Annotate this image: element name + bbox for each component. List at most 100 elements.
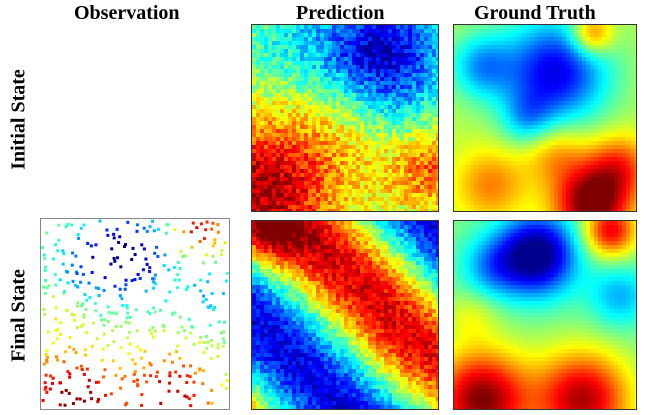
observation-point xyxy=(225,271,229,275)
heatmap-cell xyxy=(276,229,281,234)
heatmap-cell xyxy=(436,193,438,198)
heatmap-cell xyxy=(550,193,555,198)
heatmap-cell xyxy=(296,169,301,174)
heatmap-cell xyxy=(364,137,369,142)
heatmap-cell xyxy=(404,169,409,174)
heatmap-cell xyxy=(626,89,631,94)
heatmap-cell xyxy=(466,57,471,62)
heatmap-cell xyxy=(630,49,635,54)
heatmap-cell xyxy=(304,81,309,86)
heatmap-cell xyxy=(546,165,551,170)
heatmap-cell xyxy=(428,89,433,94)
heatmap-cell xyxy=(466,137,471,142)
heatmap-cell xyxy=(384,189,389,194)
heatmap-cell xyxy=(570,109,575,114)
heatmap-cell xyxy=(622,185,627,190)
heatmap-cell xyxy=(566,65,571,70)
heatmap-cell xyxy=(598,209,603,211)
observation-point xyxy=(111,359,115,363)
heatmap-cell xyxy=(336,181,341,186)
heatmap-cell xyxy=(494,33,499,38)
heatmap-cell xyxy=(522,181,527,186)
observation-point xyxy=(45,231,49,235)
heatmap-cell xyxy=(260,229,265,234)
observation-point xyxy=(181,255,185,259)
heatmap-cell xyxy=(474,209,479,211)
heatmap-cell xyxy=(466,141,471,146)
heatmap-cell xyxy=(408,165,413,170)
heatmap-cell xyxy=(454,121,459,126)
heatmap-cell xyxy=(400,181,405,186)
heatmap-cell xyxy=(360,173,365,178)
heatmap-cell xyxy=(630,149,635,154)
heatmap-cell xyxy=(510,121,515,126)
heatmap-cell xyxy=(424,165,429,170)
observation-point xyxy=(189,230,193,234)
heatmap-cell xyxy=(522,209,527,211)
heatmap-cell xyxy=(458,45,463,50)
observation-point xyxy=(99,318,103,322)
heatmap-cell xyxy=(478,57,483,62)
heatmap-cell xyxy=(614,149,619,154)
heatmap-cell xyxy=(522,109,527,114)
heatmap-cell xyxy=(260,97,265,102)
heatmap-cell xyxy=(432,173,437,178)
observation-point xyxy=(41,399,45,403)
heatmap-cell xyxy=(510,169,515,174)
heatmap-cell xyxy=(388,165,393,170)
heatmap-cell xyxy=(546,133,551,138)
heatmap-cell xyxy=(482,165,487,170)
heatmap-cell xyxy=(396,185,401,190)
heatmap-cell xyxy=(260,117,265,122)
heatmap-cell xyxy=(494,173,499,178)
heatmap-cell xyxy=(352,85,357,90)
heatmap-cell xyxy=(498,25,503,30)
heatmap-cell xyxy=(428,105,433,110)
heatmap-cell xyxy=(586,49,591,54)
heatmap-cell xyxy=(432,49,437,54)
heatmap-cell xyxy=(408,185,413,190)
heatmap-cell xyxy=(384,105,389,110)
observation-point xyxy=(102,289,106,293)
heatmap-cell xyxy=(392,149,397,154)
heatmap-cell xyxy=(574,89,579,94)
heatmap-cell xyxy=(428,229,433,234)
heatmap-cell xyxy=(466,145,471,150)
heatmap-cell xyxy=(288,81,293,86)
heatmap-cell xyxy=(376,101,381,106)
heatmap-cell xyxy=(458,85,463,90)
heatmap-cell xyxy=(312,225,317,230)
observation-point xyxy=(84,331,88,335)
heatmap-cell xyxy=(296,149,301,154)
heatmap-cell xyxy=(412,133,417,138)
heatmap-cell xyxy=(432,45,437,50)
heatmap-cell xyxy=(324,61,329,66)
heatmap-cell xyxy=(408,57,413,62)
heatmap-cell xyxy=(574,149,579,154)
heatmap-cell xyxy=(566,69,571,74)
heatmap-cell xyxy=(404,105,409,110)
heatmap-cell xyxy=(530,73,535,78)
heatmap-cell xyxy=(494,105,499,110)
observation-point xyxy=(63,289,67,293)
observation-point xyxy=(143,373,147,377)
heatmap-cell xyxy=(260,77,265,82)
heatmap-cell xyxy=(582,89,587,94)
heatmap-cell xyxy=(312,137,317,142)
heatmap-cell xyxy=(400,205,405,210)
heatmap-cell xyxy=(296,113,301,118)
heatmap-cell xyxy=(392,197,397,202)
heatmap-cell xyxy=(436,69,438,74)
heatmap-cell xyxy=(530,37,535,42)
heatmap-cell xyxy=(340,129,345,134)
heatmap-cell xyxy=(566,181,571,186)
heatmap-cell xyxy=(324,89,329,94)
heatmap-cell xyxy=(582,197,587,202)
heatmap-cell xyxy=(348,53,353,58)
heatmap-cell xyxy=(296,181,301,186)
heatmap-cell xyxy=(502,169,507,174)
heatmap-cell xyxy=(486,57,491,62)
heatmap-cell xyxy=(316,49,321,54)
observation-point xyxy=(80,304,84,308)
observation-point xyxy=(149,374,153,378)
